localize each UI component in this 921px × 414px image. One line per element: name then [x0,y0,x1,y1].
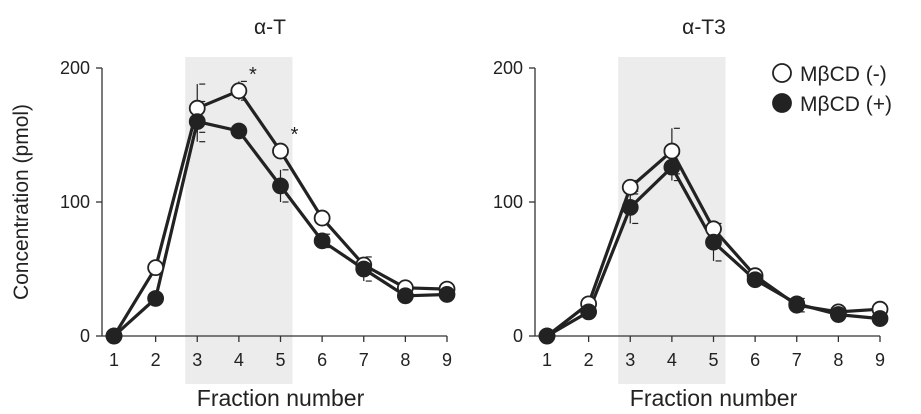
data-point [788,295,806,313]
data-point [746,271,764,289]
x-tick-label: 9 [442,350,452,370]
x-tick-label: 2 [151,350,161,370]
data-point [871,310,889,327]
y-tick-label: 200 [493,58,523,78]
x-axis-title: Fraction number [197,385,365,411]
x-tick-label: 2 [584,350,594,370]
data-point [188,113,206,130]
x-tick-label: 4 [234,350,244,370]
data-point [663,142,681,160]
chart-title: α-T [254,16,286,39]
legend: MβCD (-) MβCD (+) [772,63,892,116]
x-tick-label: 8 [833,350,843,370]
data-point [396,287,414,305]
data-point [313,232,331,250]
legend-label: MβCD (-) [800,63,887,86]
data-point [621,198,639,216]
x-tick-label: 4 [667,350,677,370]
legend-marker [772,93,792,113]
data-point [580,303,598,321]
x-tick-label: 8 [400,350,410,370]
x-tick-label: 1 [542,350,552,370]
significance-marker: * [249,64,257,86]
x-tick-label: 6 [317,350,327,370]
x-tick-label: 7 [359,350,369,370]
y-tick-label: 100 [493,192,523,212]
legend-label: MβCD (+) [800,93,892,116]
x-tick-label: 9 [875,350,885,370]
data-point [355,260,373,278]
significance-marker: * [291,124,299,146]
x-tick-label: 5 [275,350,285,370]
y-tick-label: 200 [60,58,90,78]
data-point [313,209,331,227]
chart-alpha-t: 0 100 200 1 2 3 4 5 6 7 8 9 α-T Fraction number Concen… [10,16,456,411]
chart-alpha-t3: 0 100 200 1 2 3 4 5 6 7 8 9 α-T3 Fraction number [493,16,889,411]
data-point [705,233,722,251]
x-tick-label: 5 [708,350,718,370]
y-tick-label: 0 [513,326,523,346]
data-point [272,142,289,160]
y-tick-label: 0 [80,326,90,346]
data-point [272,177,289,195]
data-point [230,122,248,140]
data-point [147,259,165,277]
x-tick-label: 3 [192,350,202,370]
legend-marker [772,63,792,83]
data-point [538,327,556,345]
y-axis-title: Concentration (pmol) [10,104,33,300]
data-point [147,290,165,307]
x-tick-label: 3 [625,350,635,370]
data-point [438,286,456,303]
data-point [105,327,123,345]
data-point [621,178,639,196]
data-point [829,306,847,323]
data-point [663,158,681,176]
x-axis-title: Fraction number [630,385,798,411]
x-tick-label: 6 [750,350,760,370]
x-tick-label: 1 [109,350,119,370]
data-point [230,82,248,100]
chart-title: α-T3 [682,16,726,39]
y-tick-label: 100 [60,192,90,212]
x-tick-label: 7 [792,350,802,370]
